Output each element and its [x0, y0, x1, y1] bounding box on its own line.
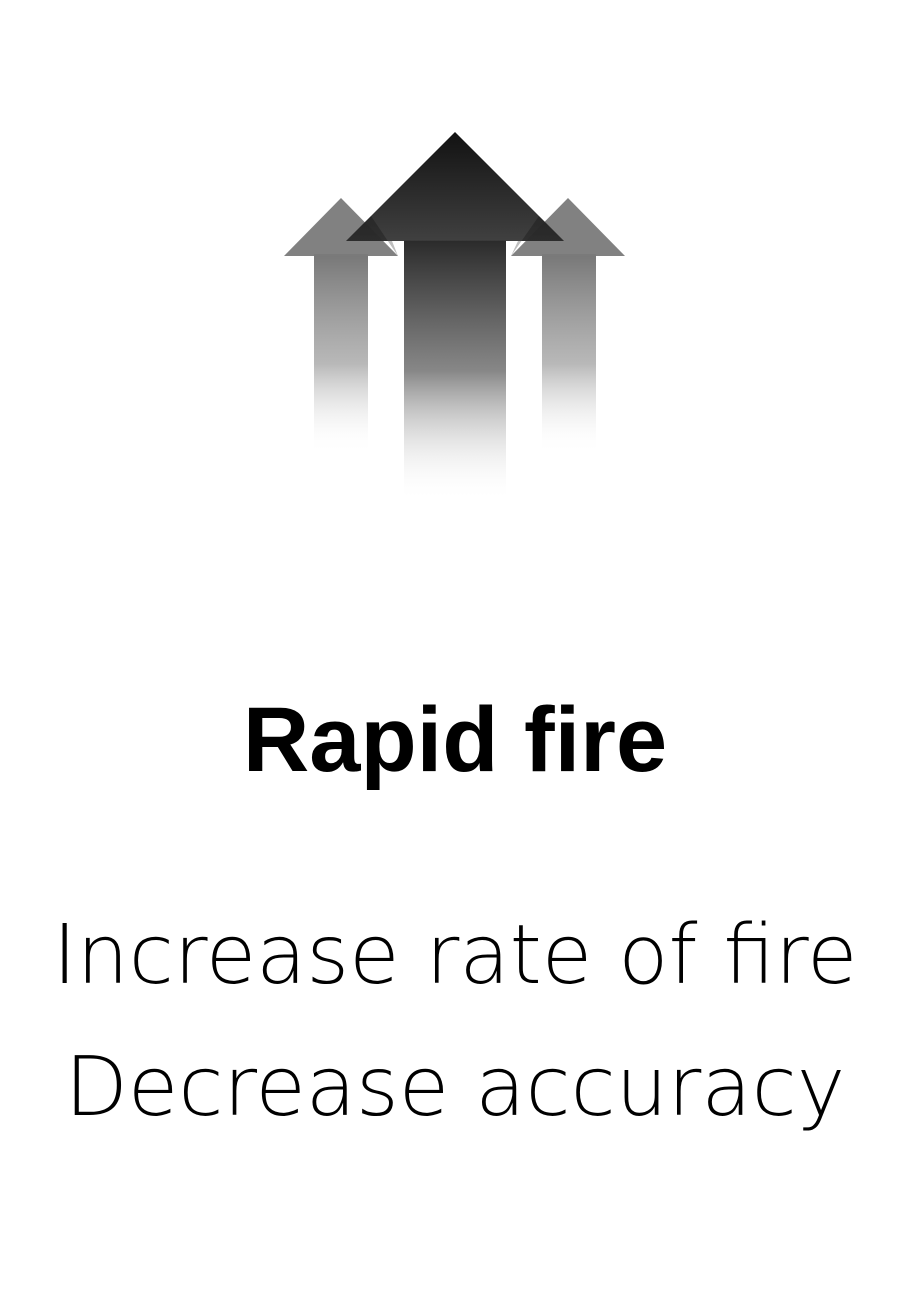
triple-up-arrows-icon: [0, 0, 910, 560]
powerup-title: Rapid fire: [242, 689, 668, 791]
right-arrow-icon: [511, 198, 625, 454]
effect-positive: Increase rate of fire: [52, 908, 858, 1003]
effects-list: Increase rate of fire Decrease accuracy: [0, 890, 910, 1154]
center-arrow-icon: [346, 132, 564, 502]
effect-negative: Decrease accuracy: [64, 1040, 846, 1135]
left-arrow-icon: [284, 198, 398, 454]
